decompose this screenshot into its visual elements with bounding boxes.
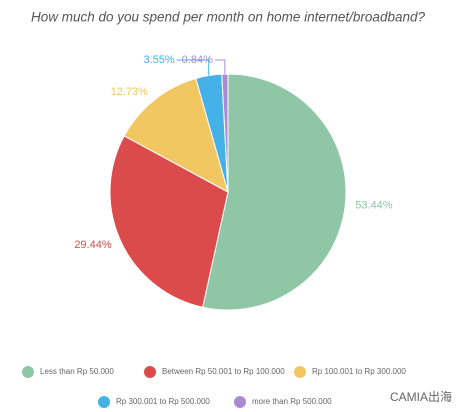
pie-slice <box>109 135 229 308</box>
legend-label: more than Rp 500.000 <box>252 397 332 406</box>
legend-swatch <box>234 396 246 408</box>
data-label: 29.44% <box>74 239 112 251</box>
data-label: 0.84% <box>182 54 213 66</box>
legend-swatch <box>294 366 306 378</box>
leader-line <box>214 59 226 75</box>
legend-swatch <box>98 396 110 408</box>
data-label: 53.44% <box>355 200 393 212</box>
legend-label: Rp 300.001 to Rp 500.000 <box>116 397 210 406</box>
pie-slice <box>202 73 347 311</box>
legend-swatch <box>22 366 34 378</box>
legend-swatch <box>144 366 156 378</box>
chart-title: How much do you spend per month on home … <box>31 10 425 25</box>
data-label: 12.73% <box>111 86 149 98</box>
data-label: 3.55% <box>143 54 174 66</box>
watermark: CAMIA出海 <box>390 389 452 404</box>
legend-label: Between Rp 50.001 to Rp 100.000 <box>162 367 285 376</box>
legend-label: Rp 100.001 to Rp 300.000 <box>312 367 406 376</box>
leader-line <box>176 59 210 76</box>
legend-label: Less than Rp 50.000 <box>40 367 114 376</box>
pie-slice <box>123 77 229 194</box>
